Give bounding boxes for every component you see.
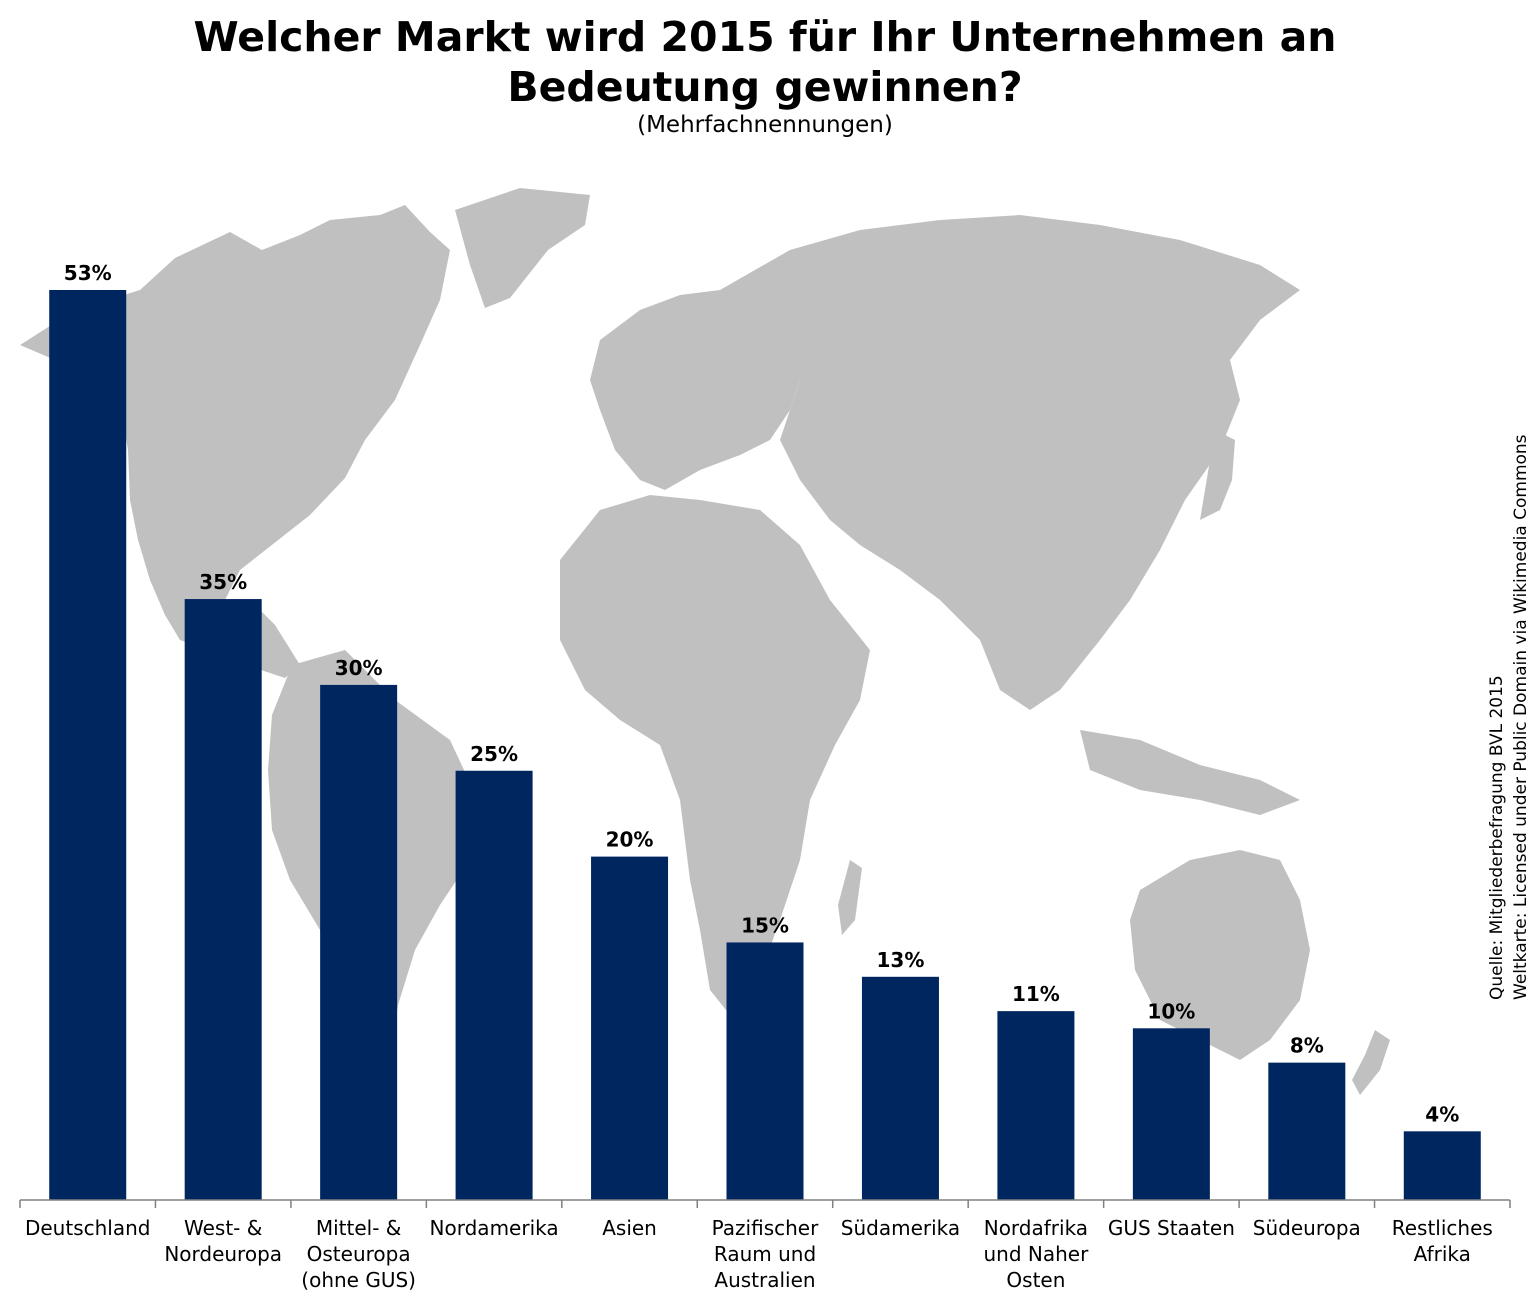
map-madagascar [838,860,862,935]
chart-title-line-1: Welcher Markt wird 2015 für Ihr Unterneh… [193,13,1337,61]
category-label: und Naher [983,1242,1089,1266]
category-label: Mittel- & [316,1216,402,1240]
category-label: Raum und [714,1242,816,1266]
map-greenland [455,188,590,308]
value-label: 35% [199,570,247,594]
category-label: Afrika [1414,1242,1471,1266]
bar [726,942,804,1200]
chart-subtitle: (Mehrfachnennungen) [637,112,893,138]
category-label: Nordamerika [430,1216,559,1240]
bar [184,599,262,1200]
category-label: Restliches [1392,1216,1493,1240]
category-label: Südamerika [841,1216,960,1240]
bar [591,856,669,1200]
value-label: 11% [1012,982,1060,1006]
category-label: GUS Staaten [1108,1216,1235,1240]
value-label: 53% [64,261,112,285]
category-label: Australien [714,1268,815,1292]
category-label: Pazifischer [712,1216,819,1240]
bar [1403,1131,1481,1200]
bar [455,770,533,1200]
map-australia [1130,850,1310,1060]
category-label: Nordeuropa [164,1242,282,1266]
category-label: Osten [1006,1268,1065,1292]
chart-title: Welcher Markt wird 2015 für Ihr Unterneh… [0,12,1530,112]
value-label: 4% [1425,1102,1459,1126]
map-north-america [20,205,450,640]
category-label: Deutschland [25,1216,151,1240]
source-line-1: Quelle: Mitgliederbefragung BVL 2015 [1487,675,1507,1000]
source-line-2: Weltkarte: Licensed under Public Domain … [1511,434,1530,1000]
value-label: 8% [1290,1034,1324,1058]
value-label: 13% [877,948,925,972]
x-axis [19,1199,1511,1208]
map-indonesia [1080,730,1300,815]
bar [861,976,939,1200]
map-asia [720,215,1300,710]
map-europe [590,290,800,490]
map-africa [560,495,870,1015]
value-label: 25% [470,742,518,766]
bar [1268,1062,1346,1200]
value-label: 15% [741,913,789,937]
bar [320,684,398,1200]
category-label: Nordafrika [984,1216,1088,1240]
bar [997,1011,1075,1200]
bar [1132,1028,1210,1200]
bars-group [49,290,1481,1200]
map-japan [1200,430,1235,520]
value-label: 30% [335,656,383,680]
category-label: (ohne GUS) [301,1268,416,1292]
category-label: Südeuropa [1253,1216,1361,1240]
category-label: Osteuropa [307,1242,411,1266]
value-labels-group: 53% 35% 30% 25% 20% 15% 13% 11% 10% 8% 4% [64,261,1459,1126]
category-label: Asien [602,1216,657,1240]
bar [49,290,127,1200]
map-new-zealand [1352,1030,1390,1095]
category-label: West- & [184,1216,262,1240]
value-label: 20% [606,828,654,852]
value-label: 10% [1147,999,1195,1023]
chart-title-line-2: Bedeutung gewinnen? [507,63,1023,111]
